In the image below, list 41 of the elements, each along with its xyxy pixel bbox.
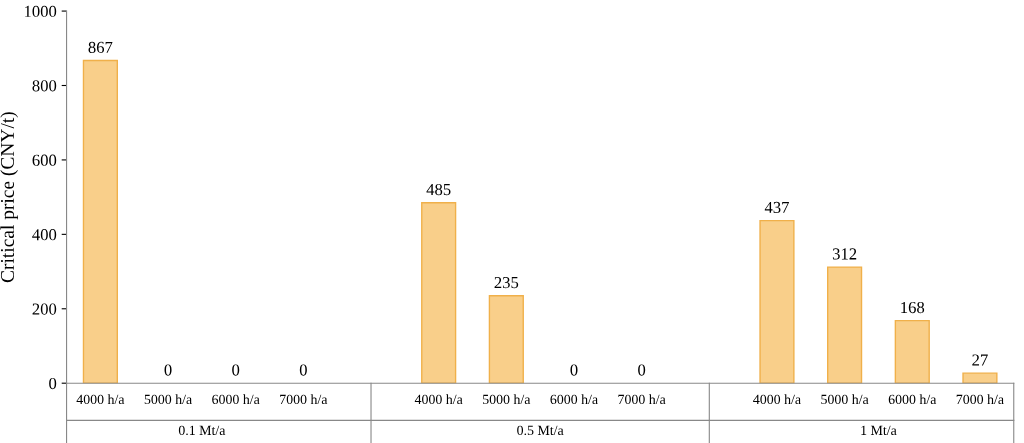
bar <box>421 202 457 384</box>
data-label: 437 <box>764 201 789 214</box>
data-label: 0 <box>638 364 646 376</box>
x-tick-label: 4000 h/a <box>414 394 463 405</box>
x-tick-label: 4000 h/a <box>76 394 125 405</box>
y-tick-label: 800 <box>32 80 57 92</box>
bar <box>827 266 863 384</box>
x-tick-label: 4000 h/a <box>753 394 801 405</box>
data-label: 867 <box>88 41 113 54</box>
x-tick-label: 5000 h/a <box>821 394 869 405</box>
data-label: 0 <box>299 364 307 376</box>
x-tick-label: 6000 h/a <box>212 394 260 405</box>
bar <box>894 319 930 384</box>
x-tick-label: 6000 h/a <box>550 394 598 405</box>
y-axis-title: Critical price (CNY/t) <box>0 112 18 283</box>
data-label: 485 <box>426 183 451 196</box>
x-tick-label: 7000 h/a <box>280 394 328 405</box>
y-tick-label: 0 <box>49 377 57 390</box>
data-label: 0 <box>232 364 240 376</box>
x-tick-label: 5000 h/a <box>144 394 192 405</box>
y-tick-label: 200 <box>32 303 57 315</box>
text: 1 Mt/a <box>861 425 897 436</box>
x-tick-label: 7000 h/a <box>618 394 666 405</box>
x-tick-label: 5000 h/a <box>483 394 531 405</box>
bar <box>82 59 118 384</box>
y-tick-label: 600 <box>32 154 57 166</box>
data-label: 27 <box>972 354 988 366</box>
data-label: 0 <box>164 364 172 376</box>
data-label: 0 <box>570 364 578 376</box>
x-tick-label: 6000 h/a <box>888 394 937 405</box>
data-label: 312 <box>832 248 857 260</box>
data-label: 235 <box>494 276 519 289</box>
bar <box>962 372 998 384</box>
data-label: 168 <box>901 301 925 314</box>
text: 0.5 Mt/a <box>517 425 564 436</box>
y-tick-label: 400 <box>32 229 57 241</box>
text: 0.1 Mt/a <box>178 425 226 436</box>
y-tick-label: 1000 <box>24 5 57 18</box>
bar <box>488 295 524 384</box>
bar <box>759 219 795 384</box>
x-tick-label: 7000 h/a <box>956 394 1004 405</box>
